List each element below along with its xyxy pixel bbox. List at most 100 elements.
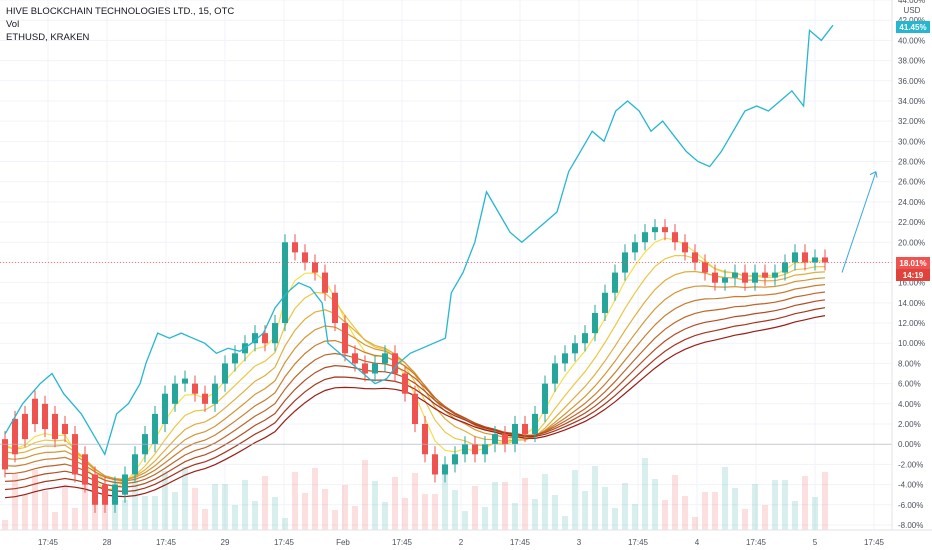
volume-bar [212,484,218,530]
volume-bar [292,472,298,530]
candle [722,269,728,291]
volume-bar [242,480,248,530]
y-tick-label: 40.00% [898,36,925,45]
candle [282,234,288,332]
time-axis[interactable]: 17:45 28 17:45 29 17:45 Feb 17:45 2 17:45 3 17:45 4… [0,529,932,550]
volume-bar [442,469,448,530]
x-tick-label: 17:45 [156,538,177,547]
compare-series-line [4,24,834,456]
ma-line [4,284,826,482]
candle [712,264,718,291]
volume-bar [732,488,738,530]
candle [412,385,418,433]
volume-label[interactable]: Vol [6,19,20,30]
volume-bar [802,476,808,530]
x-tick-label: 5 [813,538,818,547]
volume-bar [362,460,368,530]
volume-bar [22,495,28,530]
trend-arrow[interactable] [841,171,878,273]
volume-bar [312,468,318,530]
ma-line [4,254,826,484]
volume-bar [692,517,698,530]
y-tick-label: 6.00% [898,380,921,389]
volume-bar [562,516,568,530]
y-tick-label: -8.00% [898,521,923,530]
x-tick-label: 28 [103,538,112,547]
candle [502,426,508,453]
x-tick-label: 17:45 [274,538,295,547]
y-tick-label: 8.00% [898,359,921,368]
candle [82,446,88,493]
volume-bar [372,481,378,530]
candle [332,284,338,332]
candle [92,466,98,513]
svg-text:14:19: 14:19 [903,271,924,280]
arrow-head [869,171,878,178]
volume-bar [682,496,688,530]
candle [152,405,158,453]
y-tick-label: 2.00% [898,420,921,429]
candle [732,264,738,286]
candle [212,375,218,412]
volume-bar [72,508,78,530]
candle [482,436,488,463]
candle [752,264,758,291]
x-tick-label: 4 [695,538,700,547]
ma-line [4,237,826,491]
candle [802,244,808,271]
candle [682,234,688,261]
x-tick-label: 17:45 [746,538,767,547]
candle [432,446,438,483]
candle [32,390,38,433]
candle [122,466,128,503]
candle [612,264,618,301]
volume-bar [272,497,278,530]
volume-bar [192,488,198,530]
y-tick-label: 10.00% [898,339,925,348]
candle [2,431,8,478]
candle [202,385,208,412]
candle [572,335,578,362]
candle [702,254,708,281]
y-tick-label: -4.00% [898,481,923,490]
volume-bar [252,501,258,530]
candle [372,355,378,382]
volume-bar [162,471,168,530]
volume-bar [132,475,138,530]
symbol-title[interactable]: HIVE BLOCKCHAIN TECHNOLOGIES LTD., 15, O… [6,6,235,17]
volume-bar [502,482,508,530]
volume-bar [32,470,38,530]
compare-label[interactable]: ETHUSD, KRAKEN [6,32,90,43]
volume-bar [82,462,88,530]
volume-bar [522,478,528,530]
volume-bar [492,482,498,530]
y-tick-label: 24.00% [898,198,925,207]
y-tick-label: 12.00% [898,319,925,328]
y-tick-label: 36.00% [898,77,925,86]
candle [252,325,258,352]
x-tick-label: 2 [459,538,464,547]
volume-bar [62,487,68,530]
candle [382,345,388,372]
candle [442,456,448,483]
volume-bar [282,518,288,530]
volume-bar [262,476,268,530]
volume-bar [462,511,468,530]
volume-bar [582,491,588,530]
volume-bar [122,500,128,530]
compare-path [4,24,834,456]
volume-bar [202,509,208,530]
volume-bar [572,470,578,530]
y-tick-label: 22.00% [898,218,925,227]
candle [182,370,188,392]
volume-bar [722,467,728,530]
candle [592,304,598,342]
volume-bar [622,483,628,530]
x-tick-label: 3 [577,538,582,547]
volume-bar [52,512,58,530]
volume-bar [232,505,238,530]
volume-bar [342,485,348,530]
candle [652,219,658,241]
x-tick-label: 17:45 [38,538,59,547]
